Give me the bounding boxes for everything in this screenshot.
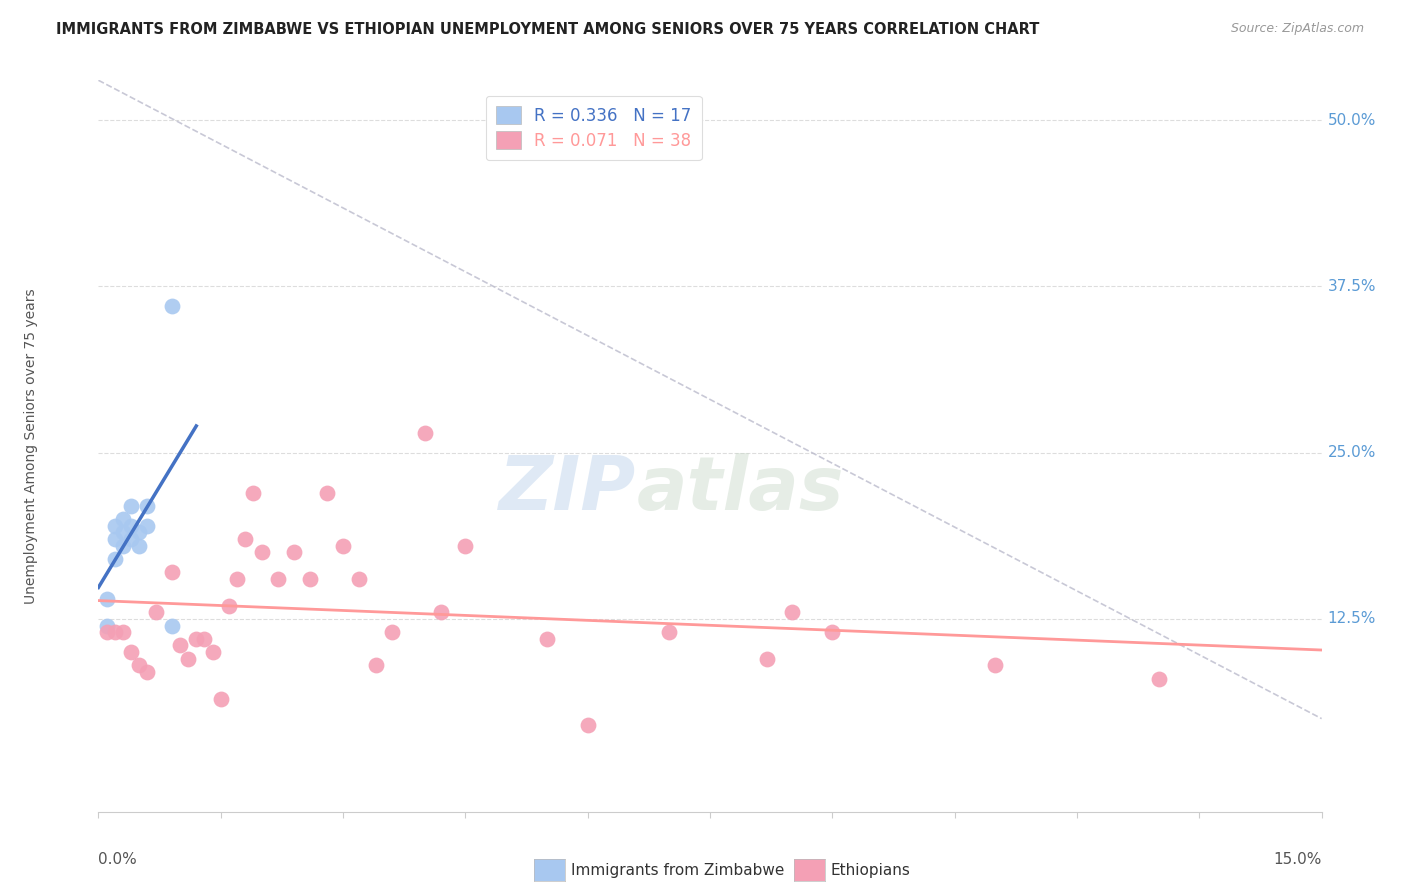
Point: [233, 532, 256, 546]
Point: [1147, 672, 1170, 686]
Point: [104, 518, 127, 533]
Point: [283, 545, 305, 559]
Point: [576, 718, 599, 732]
Point: [145, 605, 167, 619]
Point: [218, 599, 240, 613]
Point: [169, 639, 191, 653]
Point: [821, 625, 844, 640]
Point: [201, 645, 224, 659]
Text: 50.0%: 50.0%: [1327, 112, 1376, 128]
Point: [536, 632, 558, 646]
Text: 37.5%: 37.5%: [1327, 279, 1376, 293]
Point: [242, 485, 264, 500]
Point: [120, 532, 142, 546]
Point: [349, 572, 371, 586]
Point: [186, 632, 208, 646]
Text: 25.0%: 25.0%: [1327, 445, 1376, 460]
Point: [96, 625, 118, 640]
Text: ZIP: ZIP: [499, 453, 637, 526]
Text: Ethiopians: Ethiopians: [831, 863, 911, 878]
Point: [111, 625, 134, 640]
Point: [756, 652, 779, 666]
Point: [160, 618, 183, 632]
Point: [250, 545, 273, 559]
Point: [984, 658, 1007, 673]
Text: IMMIGRANTS FROM ZIMBABWE VS ETHIOPIAN UNEMPLOYMENT AMONG SENIORS OVER 75 YEARS C: IMMIGRANTS FROM ZIMBABWE VS ETHIOPIAN UN…: [56, 22, 1039, 37]
Point: [96, 591, 118, 606]
Point: [111, 512, 134, 526]
Point: [136, 518, 159, 533]
Text: Source: ZipAtlas.com: Source: ZipAtlas.com: [1230, 22, 1364, 36]
Point: [128, 539, 150, 553]
Point: [267, 572, 290, 586]
Point: [381, 625, 404, 640]
Point: [430, 605, 453, 619]
Point: [658, 625, 681, 640]
Text: 12.5%: 12.5%: [1327, 611, 1376, 626]
Point: [104, 532, 127, 546]
Point: [299, 572, 322, 586]
Legend: R = 0.336   N = 17, R = 0.071   N = 38: R = 0.336 N = 17, R = 0.071 N = 38: [486, 96, 702, 160]
Point: [136, 499, 159, 513]
Point: [413, 425, 436, 440]
Point: [120, 499, 142, 513]
Point: [315, 485, 337, 500]
Point: [332, 539, 354, 553]
Text: 0.0%: 0.0%: [98, 852, 138, 867]
Text: Unemployment Among Seniors over 75 years: Unemployment Among Seniors over 75 years: [24, 288, 38, 604]
Point: [160, 566, 183, 580]
Point: [128, 525, 150, 540]
Point: [160, 299, 183, 313]
Point: [364, 658, 387, 673]
Point: [454, 539, 477, 553]
Point: [177, 652, 200, 666]
Text: atlas: atlas: [637, 453, 844, 526]
Point: [111, 525, 134, 540]
Text: Immigrants from Zimbabwe: Immigrants from Zimbabwe: [571, 863, 785, 878]
Point: [209, 691, 232, 706]
Point: [96, 618, 118, 632]
Point: [780, 605, 803, 619]
Point: [120, 645, 142, 659]
Point: [193, 632, 215, 646]
Point: [120, 518, 142, 533]
Point: [104, 552, 127, 566]
Point: [226, 572, 249, 586]
Point: [128, 658, 150, 673]
Point: [104, 625, 127, 640]
Text: 15.0%: 15.0%: [1274, 852, 1322, 867]
Point: [111, 539, 134, 553]
Point: [136, 665, 159, 679]
